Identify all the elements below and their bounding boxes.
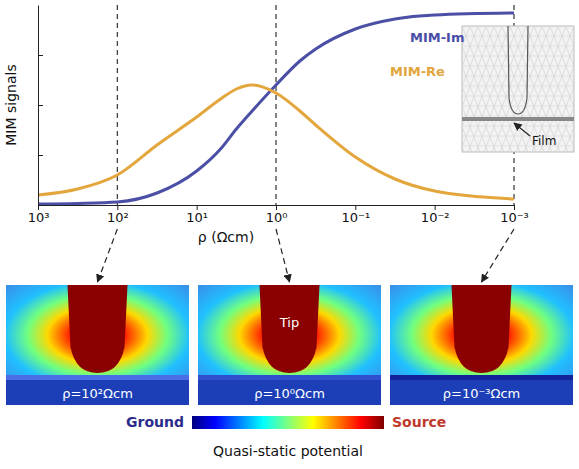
x-axis-title: ρ (Ωcm): [198, 229, 254, 245]
panel-film: [6, 375, 189, 380]
x-tick: 10⁻²: [421, 205, 450, 225]
panel: ρ=10⁻³Ωcm: [357, 263, 579, 407]
film-label: Film: [532, 134, 556, 148]
panel-field: [6, 285, 189, 405]
x-tick: 10³: [28, 205, 50, 225]
mesh-line: [564, 26, 574, 152]
mesh-line: [462, 46, 574, 47]
mesh-line: [462, 26, 488, 152]
mesh-line: [462, 36, 574, 37]
x-tick: 10¹: [186, 205, 208, 225]
mesh-line: [462, 56, 574, 57]
series-label: MIM-Im: [410, 30, 465, 45]
panel-tip: [260, 285, 320, 373]
mesh-line: [468, 26, 518, 152]
mesh-line: [508, 26, 558, 152]
guide-line: [275, 5, 276, 205]
colorbar-low: Ground: [126, 414, 184, 430]
panel: ρ=10²Ωcm: [0, 263, 223, 407]
mesh-line: [462, 26, 494, 152]
inset-mesh: [462, 26, 574, 152]
y-tick-mark: [38, 55, 43, 56]
mesh-line: [462, 146, 574, 147]
x-tick: 10⁻¹: [342, 205, 371, 225]
mesh-line: [462, 26, 502, 152]
y-tick: [38, 55, 43, 56]
colorbar-high: Source: [392, 414, 446, 430]
mesh-line: [510, 26, 560, 152]
plot-lines: [38, 13, 514, 204]
panel-guides: [117, 5, 514, 205]
series-label: MIM-Re: [390, 64, 445, 79]
panel-substrate: [390, 380, 573, 405]
mesh-line: [462, 66, 574, 67]
panel-label: ρ=10⁰Ωcm: [254, 386, 325, 401]
x-tick-label: 10³: [28, 210, 50, 225]
potential-field: [198, 285, 381, 405]
series-line: [38, 85, 514, 199]
panel-arrow: [482, 229, 515, 282]
y-tick-mark: [38, 105, 43, 106]
mesh-line: [462, 26, 510, 152]
mesh-line: [462, 76, 574, 77]
y-tick: [38, 155, 43, 156]
x-tick-label: 10²: [107, 210, 129, 225]
mesh-line: [516, 26, 566, 152]
panel: ρ=10⁰Ωcm Tip: [165, 263, 415, 407]
panel-film: [198, 375, 381, 380]
y-axis-title: MIM signals: [3, 64, 19, 145]
panel-substrate: [6, 380, 189, 405]
figure: 10³ 10² 10¹ 10⁰ 10⁻¹ 10⁻² 10⁻³ MIM signals ρ (Ωc…: [0, 0, 579, 469]
y-tick: [38, 105, 43, 106]
inset: Film: [332, 26, 579, 156]
mesh-line: [478, 26, 528, 152]
series-line: [38, 13, 514, 204]
panel-tip: [452, 285, 512, 373]
mesh-line: [532, 26, 574, 152]
mesh-line: [486, 26, 536, 152]
x-tick: 10²: [107, 205, 129, 225]
colorbar-title: Quasi-static potential: [213, 443, 363, 459]
potential-field: [6, 285, 189, 405]
mesh-line: [524, 26, 574, 152]
panel-field: [390, 285, 573, 405]
panel-field: [198, 285, 381, 405]
y-tick-mark: [38, 155, 43, 156]
inset-film: [462, 117, 574, 121]
x-tick-label: 10⁻³: [500, 210, 529, 225]
panel-arrow: [98, 229, 118, 282]
film-arrow: [514, 123, 530, 136]
mesh-line: [462, 116, 574, 117]
mesh-line: [462, 136, 574, 137]
mesh-line: [476, 26, 526, 152]
mesh-line: [462, 106, 574, 107]
panel-film: [390, 375, 573, 380]
panel-label: ρ=10²Ωcm: [62, 386, 133, 401]
mesh-line: [470, 26, 520, 152]
x-tick-label: 10⁻¹: [342, 210, 371, 225]
mesh-line: [572, 26, 574, 152]
inset-tip: [508, 26, 528, 114]
mesh-line: [462, 26, 504, 152]
mesh-line: [462, 26, 512, 152]
x-tick-label: 10¹: [186, 210, 208, 225]
x-axis: 10³ 10² 10¹ 10⁰ 10⁻¹ 10⁻² 10⁻³: [28, 205, 529, 225]
y-axis: [38, 6, 43, 206]
x-tick: 10⁰: [266, 205, 288, 225]
x-tick-label: 10⁰: [266, 210, 288, 225]
tip-label: Tip: [279, 315, 299, 330]
mesh-line: [462, 26, 486, 152]
panel-tip: [68, 285, 128, 373]
mesh-line: [484, 26, 534, 152]
mesh-line: [462, 86, 574, 87]
colorbar: [192, 416, 384, 429]
panel-label: ρ=10⁻³Ωcm: [443, 386, 521, 401]
mesh-line: [462, 96, 574, 97]
panel-substrate: [198, 380, 381, 405]
x-tick: 10⁻³: [500, 205, 529, 225]
potential-field: [390, 285, 573, 405]
mesh-line: [462, 26, 574, 27]
panel-arrow: [276, 229, 290, 282]
x-tick-label: 10⁻²: [421, 210, 450, 225]
